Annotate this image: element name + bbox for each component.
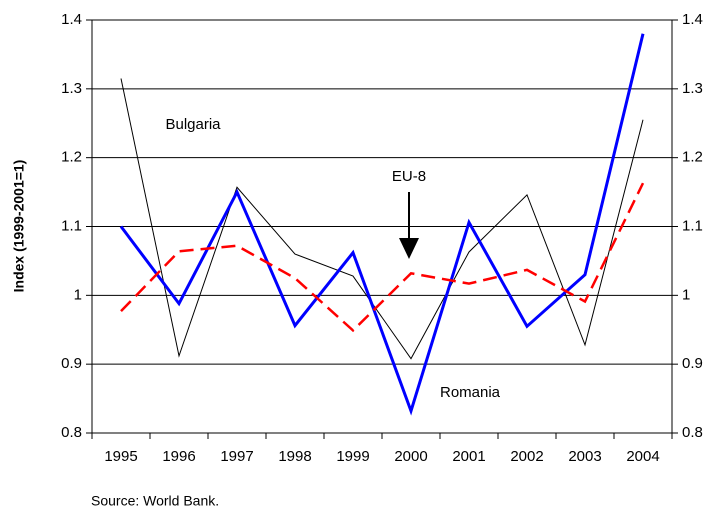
y2-tick-label: 0.9 [682, 355, 703, 372]
x-tick-label: 2004 [626, 448, 659, 465]
x-tick-label: 2001 [452, 448, 485, 465]
y2-tick-label: 1.1 [682, 217, 703, 234]
x-tick-label: 1995 [104, 448, 137, 465]
series-line [119, 33, 645, 416]
y2-tick-label: 1.4 [682, 11, 703, 28]
y2-tick-label: 1.3 [682, 80, 703, 97]
y-tick-label: 1 [74, 286, 82, 303]
x-tick-label: 2000 [394, 448, 427, 465]
series-annotation: Romania [440, 384, 501, 401]
y-tick-label: 0.8 [61, 424, 82, 441]
y-tick-label: 1.3 [61, 80, 82, 97]
series-line [120, 182, 645, 333]
y-tick-label: 1.4 [61, 11, 82, 28]
source-note: Source: World Bank. [91, 493, 219, 509]
y2-tick-label: 0.8 [682, 424, 703, 441]
y-tick-label: 1.2 [61, 149, 82, 166]
y-axis-label: Index (1999-2001=1) [11, 160, 27, 293]
x-tick-label: 1998 [278, 448, 311, 465]
series-annotation: EU-8 [392, 168, 426, 185]
annotation-arrow [399, 192, 419, 259]
x-tick-label: 1997 [220, 448, 253, 465]
y-tick-label: 1.1 [61, 217, 82, 234]
y2-tick-label: 1 [682, 286, 690, 303]
series-line [120, 78, 644, 360]
y-tick-label: 0.9 [61, 355, 82, 372]
x-tick-label: 1999 [336, 448, 369, 465]
series-annotation: Bulgaria [165, 116, 221, 133]
y2-tick-label: 1.2 [682, 149, 703, 166]
x-tick-label: 1996 [162, 448, 195, 465]
x-tick-label: 2002 [510, 448, 543, 465]
x-tick-label: 2003 [568, 448, 601, 465]
